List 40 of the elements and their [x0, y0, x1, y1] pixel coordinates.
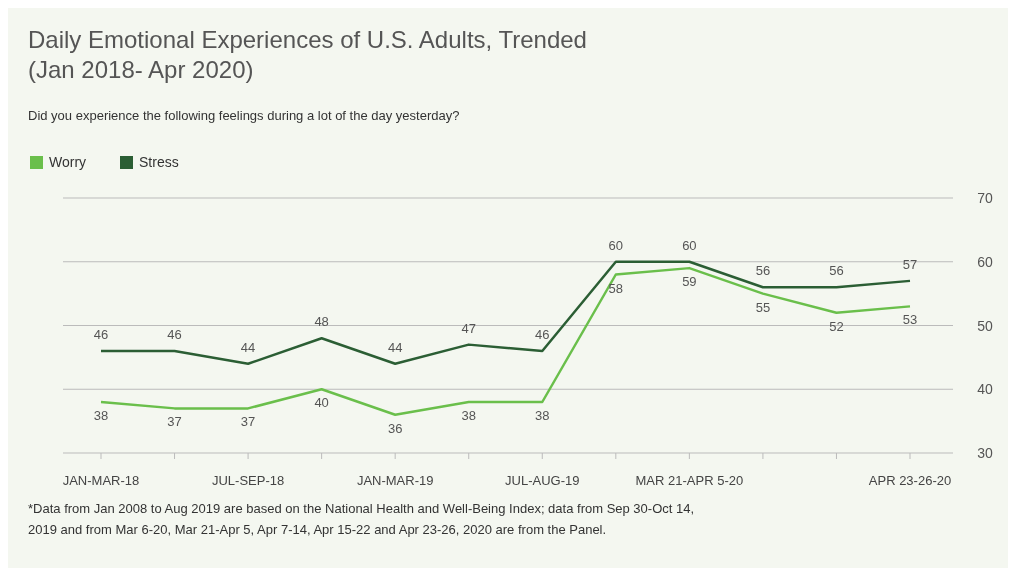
data-label: 60: [682, 237, 697, 253]
data-label: 56: [755, 263, 771, 279]
data-label: 37: [240, 414, 256, 430]
y-tick-label: 40: [977, 381, 993, 398]
data-label: 40: [314, 395, 329, 411]
data-label: 46: [93, 327, 109, 342]
data-label: 47: [461, 320, 476, 336]
data-label: 37: [167, 414, 182, 430]
data-label: 59: [682, 274, 697, 290]
data-label: 60: [608, 237, 624, 253]
legend-label: Worry: [49, 154, 87, 170]
y-tick-label: 50: [977, 317, 993, 334]
x-tick-label: JAN-MAR-19: [356, 473, 434, 488]
data-label: 38: [535, 408, 550, 423]
text: *Data from Jan 2008 to Aug 2019 are based on the National Health and Well-Being Index; data from Sep 30-Oct 14, 2019 and from Mar 6-20, Mar 21-Apr 5, Apr 7-14, Apr 15-22 and Apr 23-26, 2020 are from the Panel.: [28, 501, 695, 537]
data-label: 46: [167, 327, 182, 342]
data-label: 58: [608, 280, 624, 296]
data-label: 38: [461, 408, 476, 423]
y-tick-label: 30: [977, 445, 993, 461]
data-label: 46: [535, 327, 550, 342]
chart-title: Daily Emotional Experiences of U.S. Adults, Trended (Jan 2018- Apr 2020): [28, 26, 587, 83]
y-tick-label: 70: [977, 190, 993, 206]
y-tick-label: 60: [977, 253, 993, 270]
chart-subtitle: Did you experience the following feelings during a lot of the day yesterday?: [28, 108, 460, 123]
data-label: 57: [902, 256, 918, 272]
x-tick-label: APR 23-26-20: [868, 473, 952, 488]
data-label: 48: [314, 314, 329, 330]
legend-label: Stress: [139, 154, 179, 170]
data-label: 44: [387, 339, 403, 355]
x-tick-label: JAN-MAR-18: [62, 473, 140, 488]
data-label: 56: [829, 263, 844, 279]
x-tick-label: MAR 21-APR 5-20: [635, 473, 744, 488]
data-label: 36: [387, 420, 403, 436]
data-label: 52: [829, 318, 844, 334]
data-label: 53: [902, 312, 918, 328]
x-tick-label: JUL-AUG-19: [505, 473, 580, 488]
data-label: 38: [93, 408, 109, 423]
data-label: 44: [240, 339, 256, 355]
data-label: 55: [755, 299, 771, 315]
x-tick-label: JUL-SEP-18: [211, 473, 285, 488]
